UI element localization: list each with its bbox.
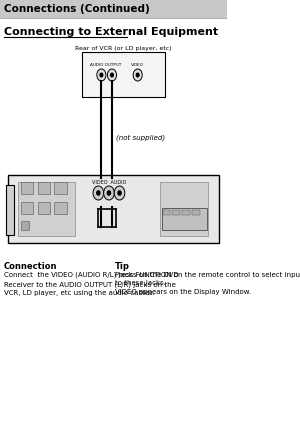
Bar	[8, 175, 219, 243]
Bar	[82, 52, 165, 97]
Bar	[162, 208, 206, 230]
Text: VIDEO: VIDEO	[131, 63, 144, 67]
Bar	[21, 202, 33, 214]
Text: Rear of VCR (or LD player, etc): Rear of VCR (or LD player, etc)	[75, 46, 172, 51]
Text: Connect  the VIDEO (AUDIO R/L) jacks on the DVD
Receiver to the AUDIO OUTPUT (L/: Connect the VIDEO (AUDIO R/L) jacks on t…	[4, 272, 178, 296]
Text: AUDIO OUTPUT: AUDIO OUTPUT	[90, 63, 122, 67]
Bar	[182, 210, 190, 215]
Bar	[6, 185, 14, 235]
Text: Tip: Tip	[115, 262, 130, 271]
Bar	[18, 182, 75, 236]
Text: Connection: Connection	[4, 262, 57, 271]
Circle shape	[114, 186, 125, 200]
Circle shape	[107, 69, 116, 81]
Circle shape	[107, 191, 110, 195]
Circle shape	[133, 69, 142, 81]
Bar	[172, 210, 180, 215]
Bar	[0, 0, 227, 18]
Text: Connections (Continued): Connections (Continued)	[4, 4, 149, 14]
Circle shape	[118, 191, 121, 195]
Circle shape	[97, 191, 100, 195]
Bar	[38, 202, 50, 214]
Circle shape	[93, 186, 104, 200]
Text: (not supplied): (not supplied)	[116, 135, 165, 141]
Text: Press FUNCTION on the remote control to select input
to these jacks.
VIDEO appea: Press FUNCTION on the remote control to …	[115, 272, 300, 295]
Bar	[21, 221, 29, 230]
Bar	[160, 182, 208, 236]
Text: VIDEO  AUDIO: VIDEO AUDIO	[92, 179, 126, 184]
Bar	[55, 202, 67, 214]
Bar	[21, 182, 33, 194]
Circle shape	[111, 73, 113, 77]
Text: Connecting to External Equipment: Connecting to External Equipment	[4, 27, 218, 37]
Circle shape	[97, 69, 106, 81]
Bar	[192, 210, 200, 215]
Bar	[163, 210, 170, 215]
Circle shape	[103, 186, 114, 200]
Circle shape	[136, 73, 139, 77]
Bar	[38, 182, 50, 194]
Bar	[55, 182, 67, 194]
Circle shape	[100, 73, 103, 77]
